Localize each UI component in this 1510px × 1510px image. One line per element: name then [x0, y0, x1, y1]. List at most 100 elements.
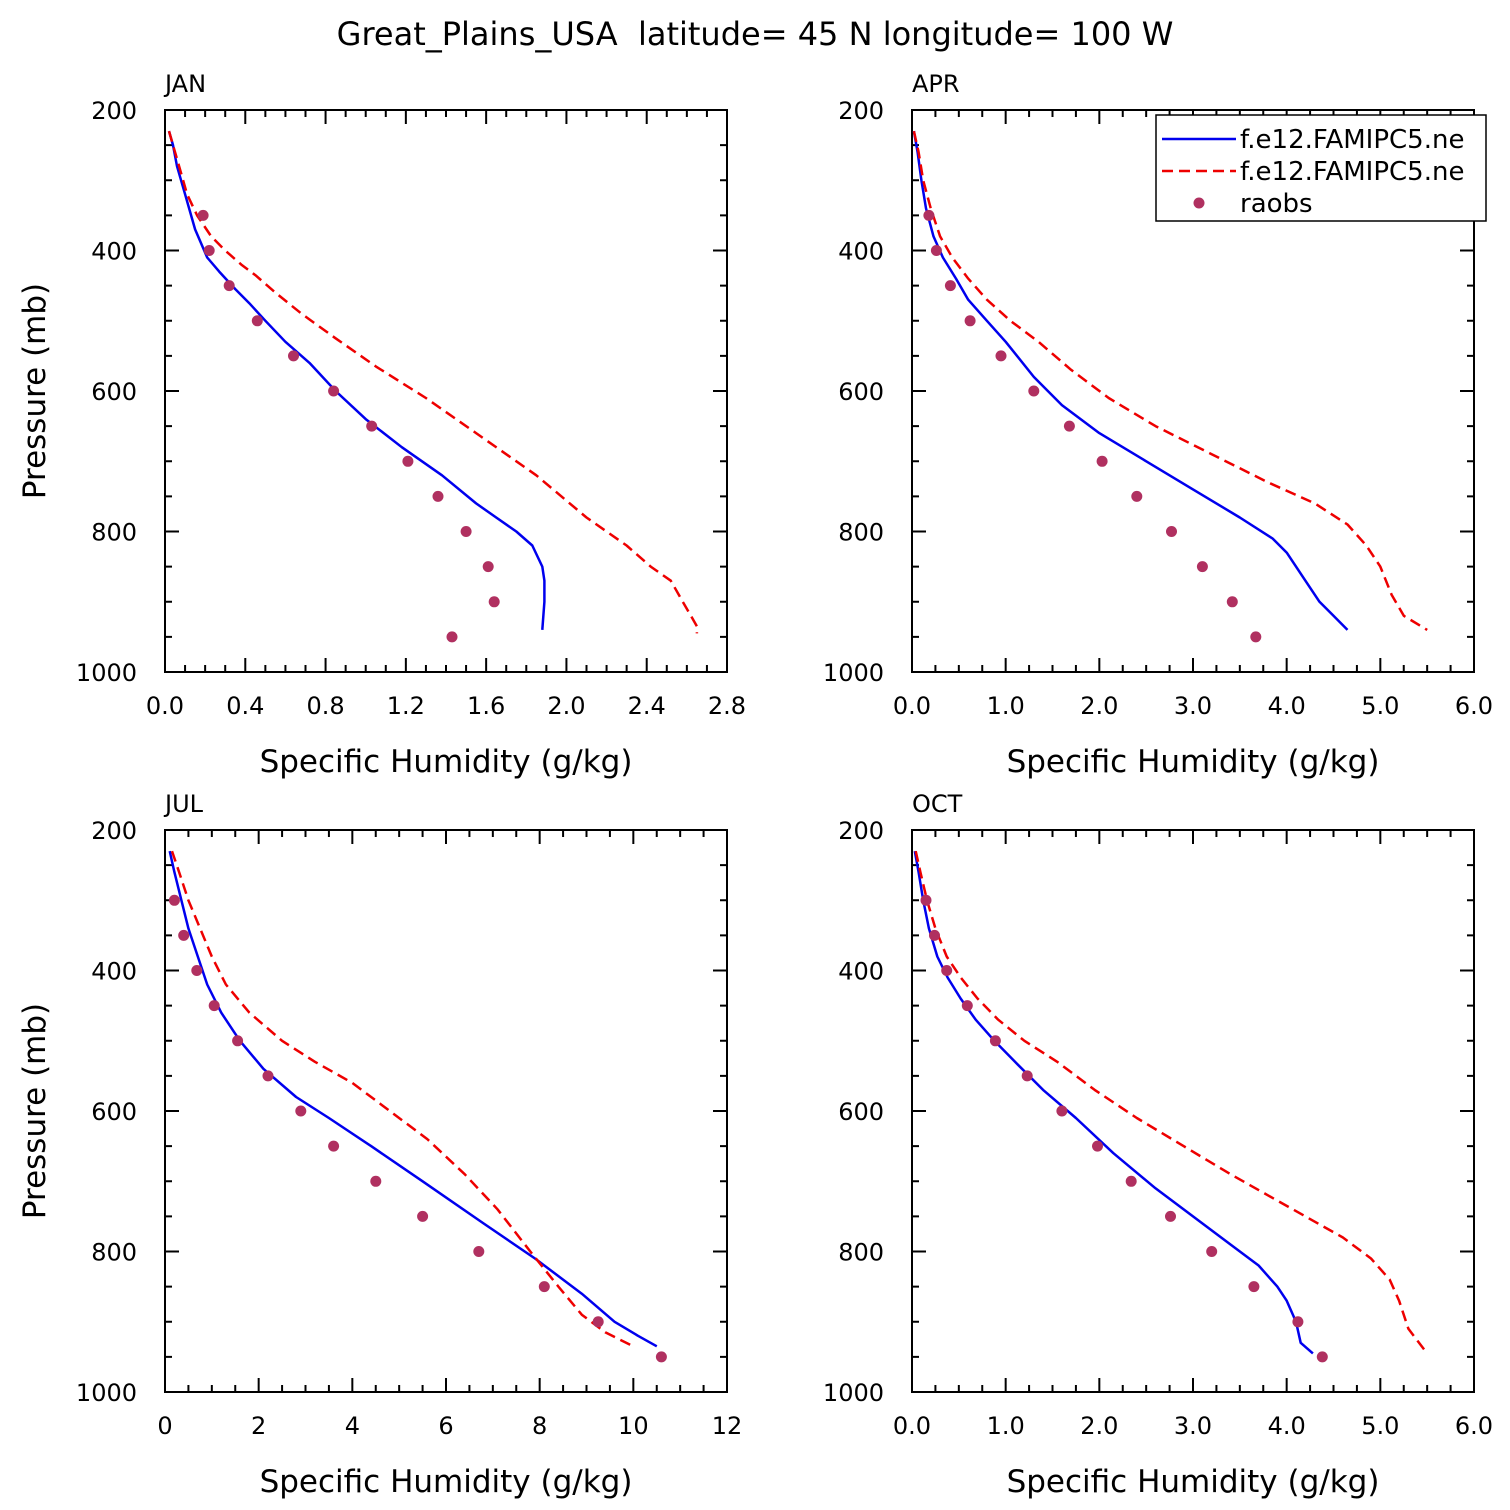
y-tick-label: 600 — [91, 378, 137, 406]
raobs-point — [1250, 631, 1262, 643]
x-tick-label: 2.4 — [628, 692, 666, 720]
raobs-point — [1206, 1246, 1218, 1257]
x-tick-label: 1.0 — [987, 1412, 1025, 1440]
x-tick-label: 0.0 — [146, 692, 184, 720]
raobs-point — [655, 1351, 667, 1363]
x-tick-label: 6.0 — [1455, 692, 1493, 720]
raobs-point — [191, 965, 203, 976]
y-tick-label: 200 — [91, 97, 137, 125]
x-tick-label: 6 — [438, 1412, 453, 1440]
raobs-point — [930, 245, 942, 256]
series-line-2 — [912, 130, 1428, 631]
x-tick-label: 3.0 — [1174, 692, 1212, 720]
x-tick-label: 4 — [345, 1412, 360, 1440]
raobs-point — [944, 280, 956, 292]
figure-title: Great_Plains_USA latitude= 45 N longitud… — [337, 15, 1174, 53]
y-tick-label: 400 — [91, 238, 137, 266]
raobs-point — [1292, 1316, 1304, 1328]
raobs-point — [295, 1105, 307, 1117]
y-tick-label: 800 — [91, 1239, 137, 1267]
series-line-1 — [913, 850, 1314, 1355]
raobs-point — [1096, 455, 1108, 467]
plot-frame — [164, 829, 728, 1393]
x-tick-label: 2.0 — [1080, 692, 1118, 720]
raobs-point — [1125, 1175, 1137, 1187]
x-tick-label: 4.0 — [1268, 1412, 1306, 1440]
raobs-point — [920, 894, 932, 906]
x-tick-label: 1.6 — [467, 692, 505, 720]
panel-label: OCT — [912, 790, 963, 818]
raobs-point — [446, 631, 458, 643]
y-tick-label: 800 — [838, 1239, 884, 1267]
legend-label-3: raobs — [1240, 189, 1313, 219]
y-tick-label: 600 — [838, 378, 884, 406]
raobs-point — [1166, 526, 1177, 537]
y-tick-label: 600 — [91, 1098, 137, 1126]
raobs-point — [1092, 1140, 1103, 1152]
raobs-point — [1316, 1351, 1328, 1363]
raobs-point — [1165, 1210, 1176, 1222]
x-tick-label: 0.0 — [893, 1412, 931, 1440]
raobs-point — [232, 1035, 244, 1047]
raobs-point — [328, 1140, 340, 1152]
x-tick-label: 0.8 — [306, 692, 344, 720]
series-line-2 — [170, 850, 634, 1348]
x-tick-label: 0 — [157, 1412, 172, 1440]
y-tick-label: 400 — [838, 958, 884, 986]
x-axis-label: Specific Humidity (g/kg) — [1007, 1464, 1380, 1500]
raobs-point — [592, 1316, 604, 1328]
y-tick-label: 1000 — [823, 1379, 884, 1407]
raobs-point — [178, 929, 190, 941]
raobs-point — [203, 245, 215, 256]
raobs-point — [288, 350, 299, 362]
raobs-point — [1131, 490, 1143, 502]
raobs-point — [208, 1000, 220, 1012]
x-tick-label: 5.0 — [1361, 692, 1399, 720]
x-tick-label: 2.0 — [547, 692, 585, 720]
raobs-point — [370, 1175, 382, 1187]
raobs-point — [223, 280, 235, 292]
raobs-point — [432, 490, 444, 502]
raobs-point — [1063, 420, 1075, 432]
series-line-1 — [168, 850, 658, 1348]
raobs-point — [941, 965, 953, 976]
x-tick-label: 5.0 — [1361, 1412, 1399, 1440]
y-axis-label: Pressure (mb) — [17, 283, 53, 499]
x-axis-label: Specific Humidity (g/kg) — [1007, 744, 1380, 780]
x-tick-label: 12 — [712, 1412, 743, 1440]
legend-box — [1155, 114, 1487, 222]
raobs-point — [402, 455, 414, 467]
x-tick-label: 4.0 — [1268, 692, 1306, 720]
raobs-point — [1226, 596, 1238, 608]
series-line-1 — [912, 130, 1349, 631]
legend-label-1: f.e12.FAMIPC5.ne — [1240, 125, 1464, 155]
x-tick-label: 2.8 — [708, 692, 746, 720]
x-tick-label: 2.0 — [1080, 1412, 1118, 1440]
y-tick-label: 1000 — [76, 659, 137, 687]
x-axis-label: Specific Humidity (g/kg) — [260, 744, 633, 780]
y-tick-label: 1000 — [76, 1379, 137, 1407]
x-tick-label: 10 — [618, 1412, 649, 1440]
y-tick-label: 200 — [838, 817, 884, 845]
panel-label: JAN — [163, 70, 206, 98]
raobs-point — [538, 1281, 550, 1293]
raobs-point — [1056, 1105, 1068, 1117]
panel-jan: JAN 0.0 0.4 0.8 1.2 1.6 2.0 2.4 2.8 200 400 600 800 1… — [17, 70, 746, 780]
raobs-point — [460, 526, 472, 537]
x-tick-label: 1.2 — [387, 692, 425, 720]
y-tick-label: 400 — [838, 238, 884, 266]
x-axis-label: Specific Humidity (g/kg) — [260, 1464, 633, 1500]
raobs-point — [929, 929, 940, 941]
series-line-2 — [914, 850, 1426, 1351]
panel-label: APR — [912, 70, 960, 98]
raobs-point — [995, 350, 1007, 362]
plot-frame — [911, 829, 1475, 1393]
y-tick-label: 800 — [838, 519, 884, 547]
x-tick-label: 0.0 — [893, 692, 931, 720]
raobs-point — [482, 561, 494, 573]
raobs-point — [1021, 1070, 1033, 1082]
x-tick-label: 6.0 — [1455, 1412, 1493, 1440]
x-tick-label: 2 — [251, 1412, 266, 1440]
y-axis-label: Pressure (mb) — [17, 1003, 53, 1219]
